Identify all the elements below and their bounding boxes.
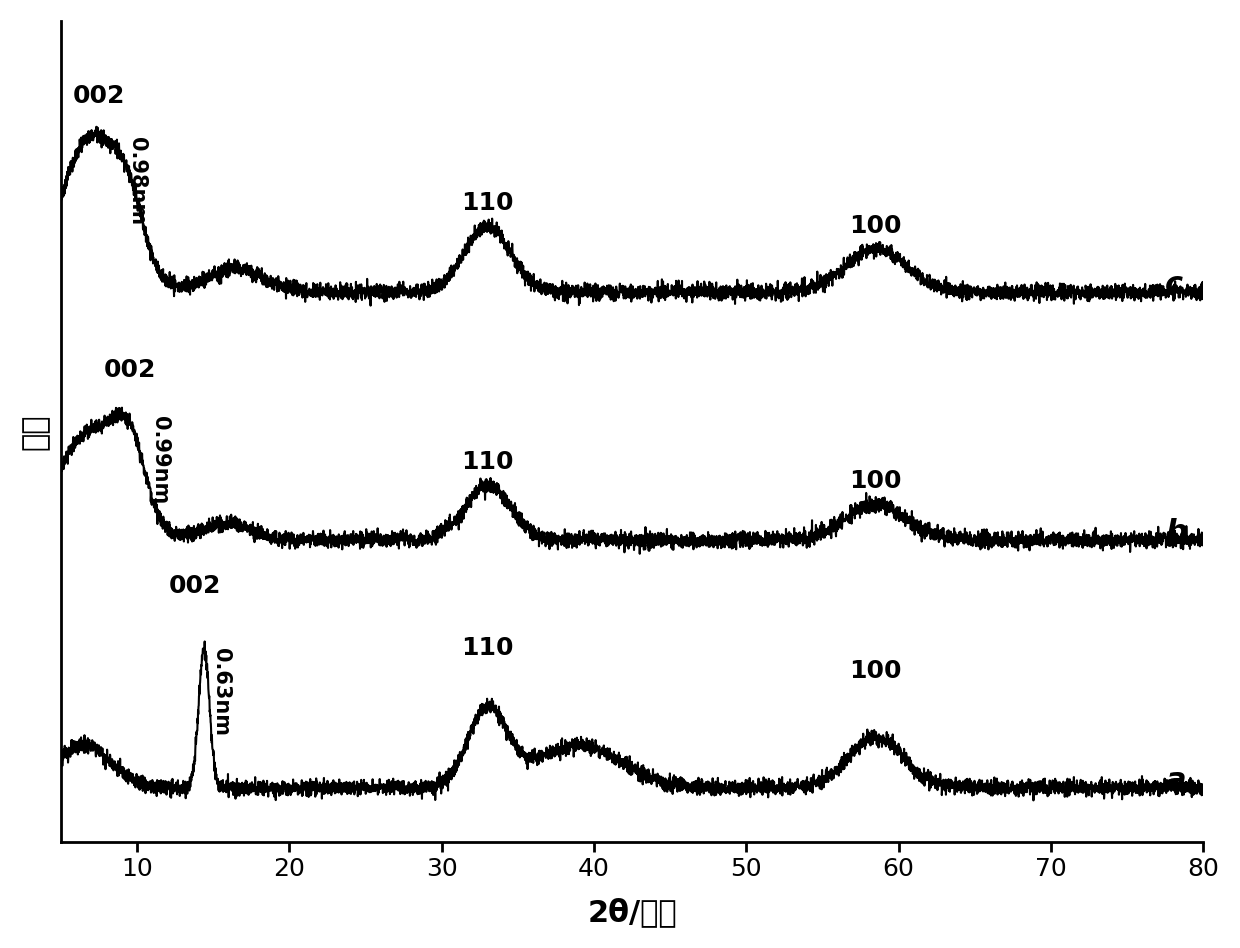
Text: 110: 110 xyxy=(461,191,513,214)
Text: 110: 110 xyxy=(461,636,513,660)
Text: 0.99nm: 0.99nm xyxy=(150,416,170,504)
Text: 110: 110 xyxy=(461,450,513,474)
Text: 002: 002 xyxy=(169,574,221,598)
Text: 0.98nm: 0.98nm xyxy=(126,137,148,226)
X-axis label: 2θ/角度: 2θ/角度 xyxy=(588,898,677,927)
Text: 100: 100 xyxy=(849,659,901,684)
Text: b: b xyxy=(1166,518,1187,547)
Text: 100: 100 xyxy=(849,469,901,493)
Text: 0.63nm: 0.63nm xyxy=(211,648,231,737)
Text: a: a xyxy=(1166,766,1185,794)
Text: 100: 100 xyxy=(849,213,901,238)
Text: 002: 002 xyxy=(103,358,156,382)
Text: 002: 002 xyxy=(73,84,125,108)
Text: c: c xyxy=(1166,270,1183,299)
Y-axis label: 强度: 强度 xyxy=(21,413,50,449)
